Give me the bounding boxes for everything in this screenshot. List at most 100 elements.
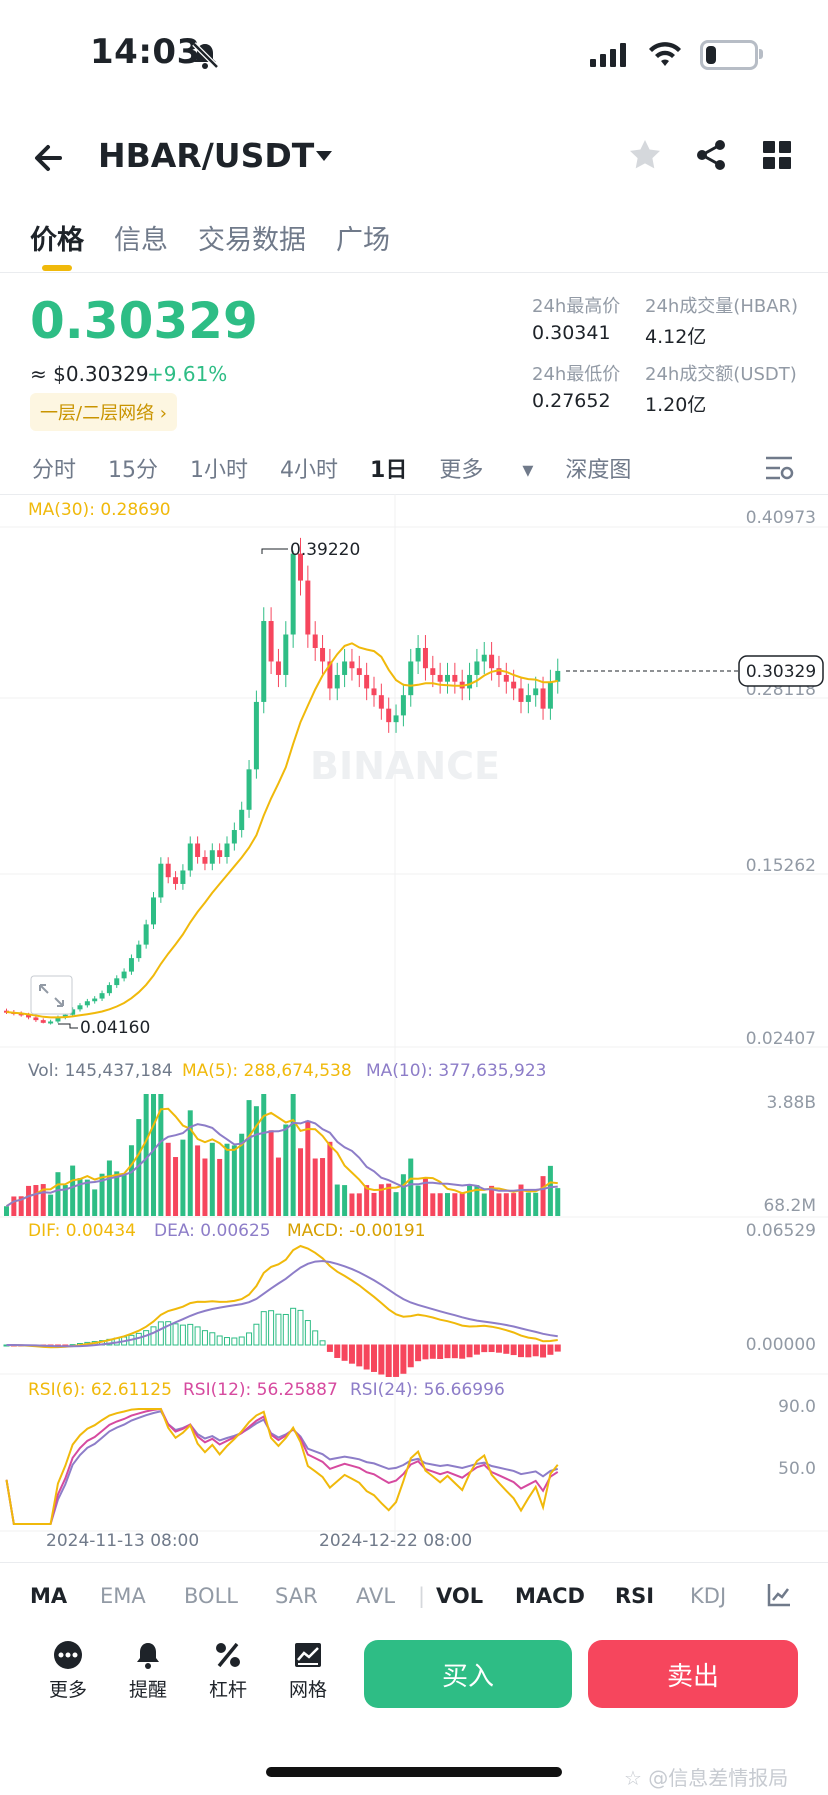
volume-bar bbox=[187, 1110, 193, 1216]
candle-body bbox=[342, 661, 348, 675]
caret-down-icon[interactable] bbox=[314, 148, 334, 164]
volume-bar bbox=[136, 1119, 142, 1216]
volume-bar bbox=[525, 1192, 531, 1216]
ind-macd[interactable]: MACD bbox=[515, 1584, 585, 1608]
volume-bar bbox=[356, 1193, 362, 1216]
volume-bar bbox=[533, 1192, 539, 1216]
macd-dea-line bbox=[6, 1259, 558, 1348]
share-icon[interactable] bbox=[694, 138, 728, 172]
candle-body bbox=[77, 1005, 83, 1010]
network-tag-label: 一层/二层网络 bbox=[40, 403, 155, 424]
candle-body bbox=[195, 843, 201, 857]
buy-button[interactable]: 买入 bbox=[364, 1640, 572, 1708]
interval-line[interactable]: 分时 bbox=[32, 458, 77, 483]
rsi6-line bbox=[5, 1408, 559, 1525]
candle-body bbox=[298, 553, 303, 581]
home-indicator bbox=[266, 1767, 562, 1777]
candle-body bbox=[415, 647, 421, 662]
macd-bar bbox=[275, 1313, 282, 1346]
star-icon[interactable] bbox=[628, 138, 662, 172]
candle-body bbox=[356, 668, 362, 675]
interval-15m[interactable]: 15分 bbox=[108, 458, 159, 483]
candle-body bbox=[540, 688, 546, 709]
pair-title[interactable]: HBAR/USDT bbox=[98, 136, 315, 175]
ma30-line bbox=[6, 642, 558, 1019]
volume-bar bbox=[298, 1148, 303, 1216]
candle-body bbox=[165, 863, 171, 878]
depth-chart-tab[interactable]: 深度图 bbox=[565, 458, 632, 483]
leverage-button[interactable]: 杠杆 bbox=[198, 1640, 258, 1702]
ind-ema[interactable]: EMA bbox=[100, 1584, 146, 1608]
candle-body bbox=[121, 971, 127, 979]
rsi12-label: RSI(12): 56.25887 bbox=[183, 1380, 338, 1400]
volume-bar bbox=[445, 1193, 450, 1216]
ind-vol[interactable]: VOL bbox=[436, 1584, 484, 1608]
macd-bar bbox=[312, 1330, 319, 1346]
kline-chart[interactable]: MA(30): 0.28690 0.40973 0.28118 0.15262 … bbox=[0, 494, 828, 1562]
tab-info[interactable]: 信息 bbox=[114, 225, 168, 256]
interval-more[interactable]: 更多 ▾ bbox=[439, 458, 534, 483]
candle-body bbox=[275, 661, 281, 675]
candle-body bbox=[445, 674, 450, 682]
divider bbox=[0, 494, 828, 495]
ind-kdj[interactable]: KDJ bbox=[690, 1584, 727, 1608]
more-button[interactable]: 更多 bbox=[38, 1640, 98, 1702]
indicator-settings-icon[interactable] bbox=[766, 1582, 792, 1608]
candle-body bbox=[467, 674, 473, 689]
ind-rsi[interactable]: RSI bbox=[615, 1584, 655, 1608]
ind-boll[interactable]: BOLL bbox=[184, 1584, 238, 1608]
volume-bar bbox=[99, 1173, 105, 1216]
volume-bar bbox=[151, 1094, 156, 1216]
macd-bar bbox=[348, 1344, 355, 1364]
vol-y-top: 3.88B bbox=[766, 1093, 816, 1113]
volume-bar bbox=[62, 1185, 68, 1216]
candle-body bbox=[173, 877, 179, 884]
grid-chart-icon bbox=[295, 1643, 321, 1667]
candle-body bbox=[503, 674, 509, 682]
interval-1h[interactable]: 1小时 bbox=[190, 458, 249, 483]
interval-4h[interactable]: 4小时 bbox=[280, 458, 339, 483]
volume-bar bbox=[165, 1142, 171, 1216]
volume-bar bbox=[209, 1142, 215, 1216]
candle-body bbox=[4, 1010, 9, 1013]
grid-trading-label: 网格 bbox=[288, 1679, 327, 1701]
candle-body bbox=[452, 674, 458, 682]
interval-1d[interactable]: 1日 bbox=[370, 458, 408, 483]
volume-bar bbox=[121, 1173, 127, 1216]
candle-body bbox=[349, 661, 355, 669]
grid-trading-button[interactable]: 网格 bbox=[278, 1640, 338, 1702]
chart-settings-icon[interactable] bbox=[764, 454, 794, 482]
stat-high: 0.30341 bbox=[532, 322, 611, 344]
alert-button[interactable]: 提醒 bbox=[118, 1640, 178, 1702]
status-time: 14:03 bbox=[90, 32, 201, 72]
macd-bar bbox=[231, 1337, 238, 1346]
expand-icon[interactable] bbox=[30, 975, 73, 1015]
macd-dif-line bbox=[6, 1244, 558, 1349]
back-arrow-icon[interactable] bbox=[30, 138, 70, 178]
macd-bar bbox=[554, 1344, 561, 1352]
min-leader bbox=[58, 1023, 78, 1029]
sell-button[interactable]: 卖出 bbox=[588, 1640, 798, 1708]
macd-bar bbox=[201, 1330, 208, 1346]
grid-layout-icon[interactable] bbox=[762, 140, 792, 170]
candle-body bbox=[209, 850, 215, 864]
macd-bar bbox=[253, 1323, 260, 1346]
macd-bar bbox=[371, 1344, 377, 1372]
ind-ma[interactable]: MA bbox=[30, 1584, 68, 1608]
macd-bar bbox=[385, 1344, 392, 1377]
volume-bar bbox=[283, 1124, 289, 1216]
volume-bar bbox=[4, 1206, 9, 1216]
volume-bar bbox=[143, 1094, 149, 1216]
volume-bar bbox=[327, 1141, 333, 1216]
tab-price[interactable]: 价格 bbox=[30, 225, 84, 256]
volume-bar bbox=[195, 1145, 201, 1216]
tab-trading-data[interactable]: 交易数据 bbox=[198, 225, 306, 256]
tab-square[interactable]: 广场 bbox=[336, 225, 390, 256]
ind-avl[interactable]: AVL bbox=[356, 1584, 396, 1608]
rsi-y-top: 90.0 bbox=[778, 1397, 816, 1417]
volume-bar bbox=[26, 1185, 32, 1216]
candle-body bbox=[334, 674, 340, 689]
network-tag[interactable]: 一层/二层网络 › bbox=[30, 393, 177, 431]
volume-bar bbox=[371, 1192, 377, 1216]
ind-sar[interactable]: SAR bbox=[275, 1584, 318, 1608]
